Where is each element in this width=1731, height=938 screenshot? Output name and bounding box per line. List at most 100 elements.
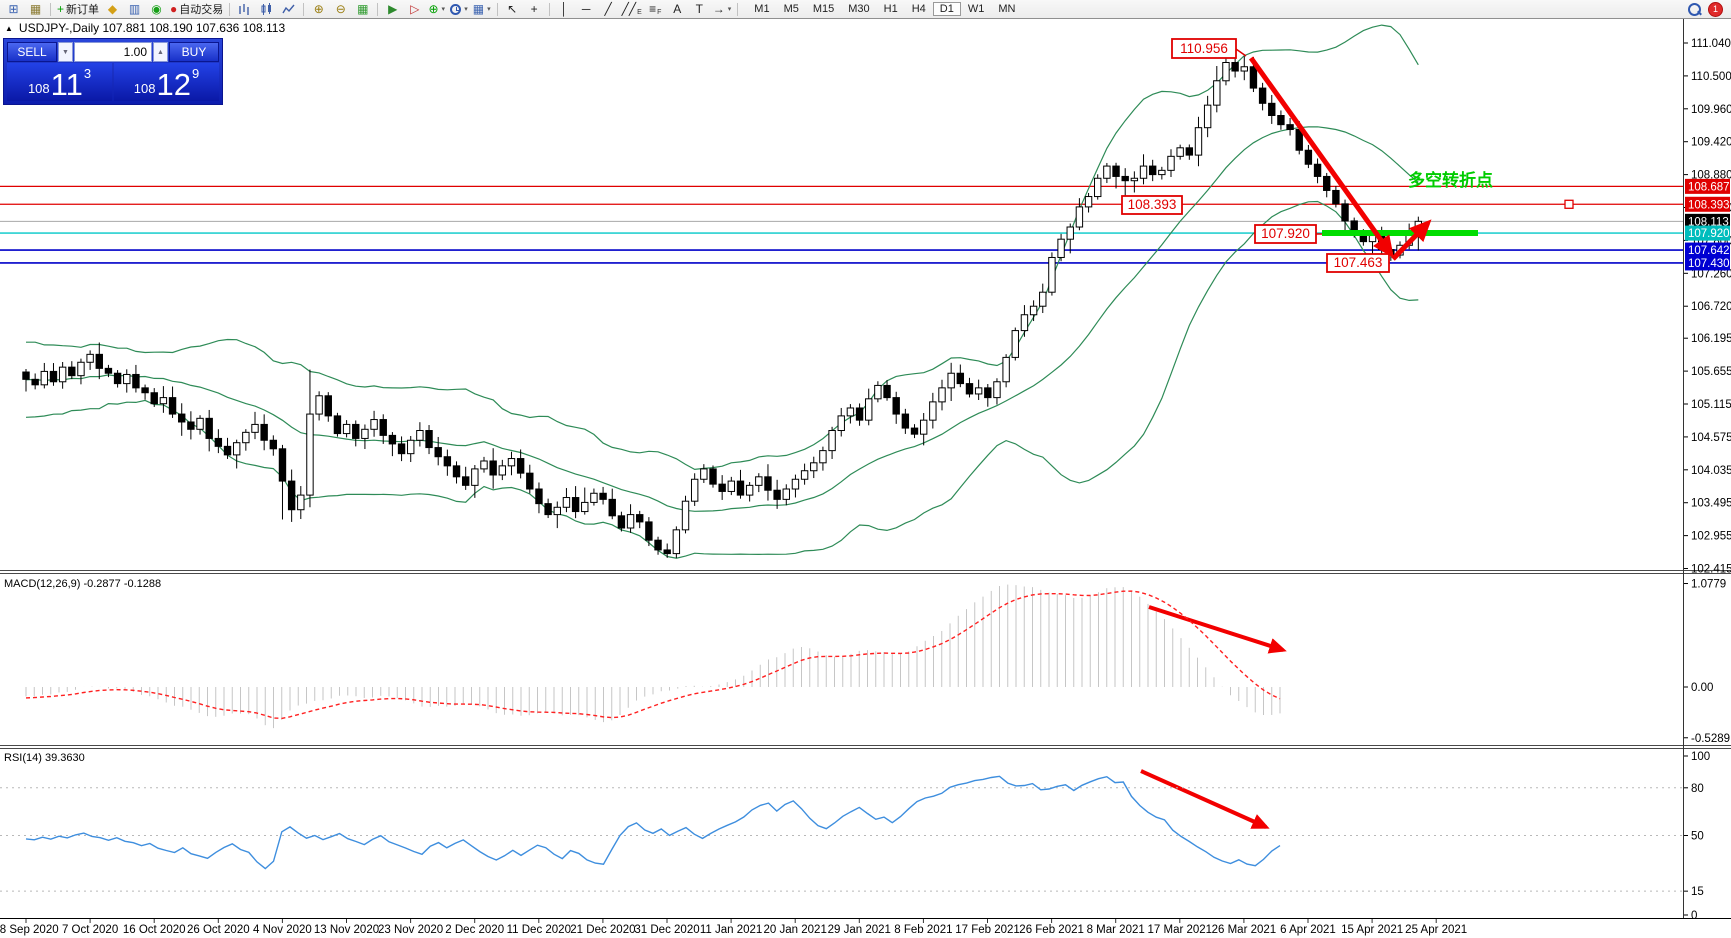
price-up-arrow[interactable] <box>1391 219 1432 261</box>
candle-up <box>791 478 800 490</box>
candle-down <box>1231 61 1239 72</box>
volume-down-spinner[interactable]: ▼ <box>58 42 73 62</box>
buy-button[interactable]: BUY <box>169 42 219 62</box>
cursor-icon[interactable]: ↖ <box>502 1 523 17</box>
hline-icon[interactable]: ─ <box>576 1 597 17</box>
metaeditor-icon[interactable]: ◆ <box>102 1 123 17</box>
callout-110956[interactable]: 110.956 <box>1171 38 1237 59</box>
dropdown-caret-icon: ▾ <box>441 6 446 13</box>
callout-107920-box <box>1254 224 1317 244</box>
tile-windows-icon-glyph: ▦ <box>357 2 369 16</box>
timeframe-h1[interactable]: H1 <box>883 3 898 15</box>
callout-107920[interactable]: 107.920 <box>1254 224 1317 244</box>
candles-chart-icon[interactable] <box>256 1 277 17</box>
new-chart-icon[interactable]: ⊞ <box>3 1 24 17</box>
candle-up <box>251 423 259 433</box>
date-label: 21 Dec 2020 <box>570 924 635 936</box>
signals-icon[interactable]: ◉ <box>146 1 167 17</box>
periods-icon[interactable]: ▾ <box>448 1 470 17</box>
timeframe-d1[interactable]: D1 <box>932 2 961 16</box>
macd-down-arrow[interactable] <box>1148 605 1287 654</box>
toolbar-separator <box>229 2 231 16</box>
axis-badge-bg <box>1685 225 1730 241</box>
zoom-in-icon[interactable]: ⊕ <box>308 1 329 17</box>
timeframe-m1[interactable]: M1 <box>754 3 770 15</box>
date-label: 17 Mar 2021 <box>1148 924 1213 936</box>
date-label: 2 Dec 2020 <box>445 924 504 936</box>
support-zone-bar[interactable] <box>1322 230 1478 236</box>
callout-108393[interactable]: 108.393 <box>1121 195 1183 215</box>
arrows-icon[interactable]: → ▾ <box>711 1 734 17</box>
zoom-in-icon-glyph: ⊕ <box>313 2 324 16</box>
price-axis-tick-label: 109.420 <box>1691 137 1731 149</box>
search-icon[interactable] <box>1688 2 1701 16</box>
fibo-icon-glyph: ≡ <box>649 2 657 16</box>
timeframe-mn[interactable]: MN <box>998 3 1016 15</box>
channel-icon[interactable]: ╱╱ E <box>620 1 644 17</box>
toolbar-separator <box>737 2 739 16</box>
candle-down <box>764 476 772 491</box>
candle-down <box>1249 66 1258 89</box>
date-label: 16 Oct 2020 <box>123 924 186 936</box>
sell-price-box[interactable]: 108 11 3 <box>7 63 112 101</box>
candle-down <box>1277 115 1285 126</box>
candle-up <box>407 439 415 455</box>
candle-up <box>865 398 873 421</box>
timeframe-m30[interactable]: M30 <box>848 3 870 15</box>
candle-down <box>388 434 397 445</box>
buy-price-box[interactable]: 108 12 9 <box>114 63 219 101</box>
line-chart-icon[interactable] <box>278 1 299 17</box>
volume-input[interactable] <box>74 42 152 62</box>
sell-button[interactable]: SELL <box>7 42 57 62</box>
callout-107463[interactable]: 107.463 <box>1326 253 1390 273</box>
autoscroll-icon[interactable]: ▶ <box>382 1 403 17</box>
candle-down <box>434 447 442 458</box>
templates-icon[interactable]: ▦ ▾ <box>471 1 493 17</box>
tile-windows-icon[interactable]: ▦ <box>352 1 373 17</box>
profiles-icon-glyph: ▦ <box>29 2 42 16</box>
marketwatch-icon[interactable]: ▥ <box>124 1 145 17</box>
price-down-arrow[interactable] <box>1248 56 1394 259</box>
trendline-icon[interactable]: ╱ <box>598 1 619 17</box>
axis-badge-107920: 107.920 <box>1685 225 1730 241</box>
crosshair-icon[interactable]: + <box>524 1 545 17</box>
community-notification-badge[interactable]: 1 <box>1708 1 1723 17</box>
hline-selection-handle[interactable] <box>1564 199 1574 209</box>
axis-badge-bg <box>1685 255 1730 271</box>
templates-icon-glyph: ▦ <box>472 2 485 16</box>
collapse-triangle-icon[interactable]: ▲ <box>5 23 13 33</box>
timeframe-m5[interactable]: M5 <box>783 3 799 15</box>
bars-chart-icon[interactable] <box>234 1 255 17</box>
zoom-out-icon[interactable]: ⊖ <box>330 1 351 17</box>
candle-down <box>608 498 616 517</box>
label-icon[interactable]: T <box>689 1 710 17</box>
new-order-button[interactable]: + 新订单 <box>55 1 101 17</box>
turning-point-text[interactable]: 多空转折点 <box>1408 170 1493 190</box>
profiles-icon[interactable]: ▦ <box>25 1 46 17</box>
price-axis-tick-label: 111.040 <box>1691 38 1731 50</box>
candle-up <box>874 384 882 400</box>
fibo-icon[interactable]: ≡ F <box>645 1 666 17</box>
candle-down <box>269 439 278 450</box>
indicators-icon[interactable]: ⊕ ▾ <box>426 1 447 17</box>
text-icon[interactable]: A <box>667 1 688 17</box>
macd-axis-label: 0.00 <box>1691 682 1713 694</box>
candle-up <box>1213 80 1221 106</box>
one-click-trade-panel: SELL ▼ ▲ BUY 108 11 3 108 12 9 <box>3 38 223 105</box>
autotrade-button[interactable]: ● 自动交易 <box>168 1 225 17</box>
candle-up <box>1203 104 1212 129</box>
timeframe-w1[interactable]: W1 <box>967 3 985 15</box>
volume-up-spinner[interactable]: ▲ <box>153 42 168 62</box>
candle-down <box>544 503 552 516</box>
buy-price-point: 9 <box>191 66 200 81</box>
price-axis[interactable]: 111.040 110.500 109.960 109.420 108.880 108.3… <box>1684 38 1731 922</box>
rsi-down-arrow[interactable] <box>1140 769 1270 829</box>
timeframe-h4[interactable]: H4 <box>911 3 926 15</box>
chart-shift-icon[interactable]: ▷ <box>404 1 425 17</box>
timeframe-m15[interactable]: M15 <box>812 3 835 15</box>
rsi-indicator-label: RSI(14) 39.3630 <box>4 752 85 764</box>
chart-annotations: 110.956 108.393 107.920 107.463 多空转折点 <box>1121 38 1574 829</box>
candle-up <box>1167 155 1175 171</box>
vline-icon[interactable]: │ <box>554 1 575 17</box>
